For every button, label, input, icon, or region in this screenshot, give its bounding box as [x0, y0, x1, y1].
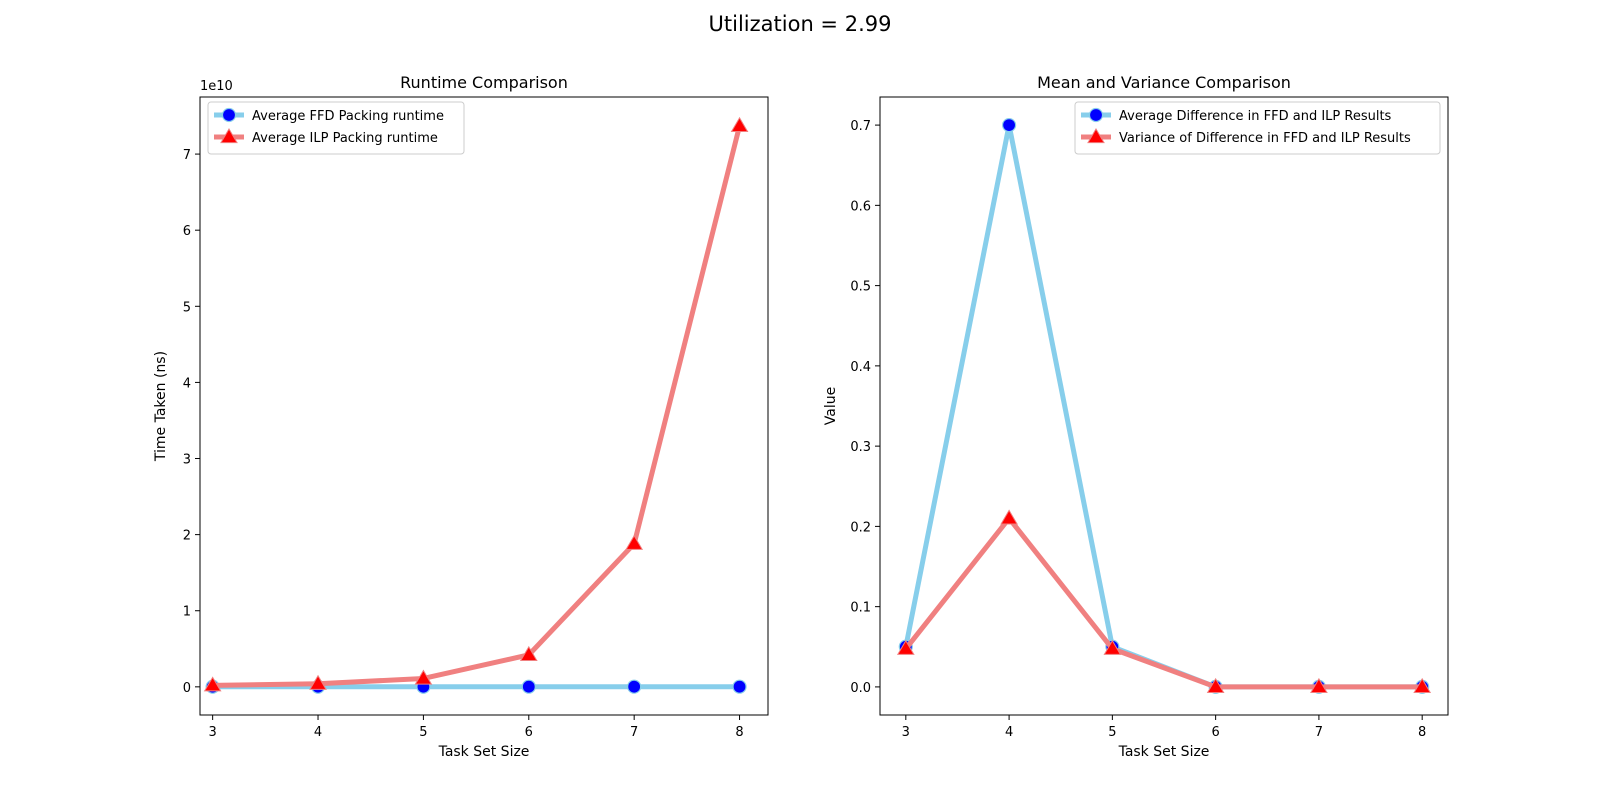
- y-tick-label: 0.6: [850, 199, 871, 214]
- data-point-triangle: [1000, 509, 1018, 525]
- y-tick-label: 2: [183, 529, 191, 544]
- y-tick-label: 1: [183, 605, 191, 620]
- legend-box: [207, 101, 465, 155]
- y-tick-label: 7: [183, 148, 191, 163]
- x-axis-label: Task Set Size: [1118, 744, 1210, 760]
- x-tick-label: 6: [525, 725, 533, 740]
- y-tick-label: 4: [183, 376, 191, 391]
- data-point-circle: [732, 679, 747, 694]
- y-tick-label: 0.0: [850, 681, 871, 696]
- y-tick-label: 0.2: [850, 520, 871, 535]
- x-tick-label: 5: [1108, 725, 1116, 740]
- legend: Average Difference in FFD and ILP Result…: [1074, 101, 1441, 155]
- x-tick-label: 6: [1211, 725, 1219, 740]
- data-point-triangle: [203, 676, 222, 692]
- x-axis-label: Task Set Size: [438, 744, 530, 760]
- figure-suptitle: Utilization = 2.99: [709, 12, 892, 36]
- legend-marker-circle: [1088, 107, 1104, 123]
- chart-title: Runtime Comparison: [400, 73, 568, 92]
- y-axis-label: Value: [823, 387, 839, 425]
- series-line-ilp: [210, 123, 743, 688]
- legend-marker-circle: [221, 107, 237, 123]
- legend-label: Average Difference in FFD and ILP Result…: [1119, 109, 1392, 124]
- legend-box: [1074, 101, 1441, 155]
- data-point-triangle: [1206, 677, 1225, 694]
- series-line-ffd: [903, 122, 1425, 690]
- data-point-triangle: [519, 645, 538, 661]
- data-point-triangle: [1103, 639, 1122, 655]
- legend-label: Average FFD Packing runtime: [252, 109, 444, 124]
- y-tick-label: 3: [183, 453, 191, 468]
- data-point-circle: [1001, 117, 1017, 133]
- series-line-ilp: [903, 515, 1425, 690]
- legend-marker-triangle: [1087, 128, 1105, 144]
- y-tick-label: 0.3: [850, 440, 871, 455]
- data-point-triangle: [1413, 677, 1432, 694]
- data-point-triangle: [730, 116, 749, 133]
- y-tick-label: 0.4: [850, 360, 871, 375]
- x-tick-label: 3: [902, 725, 910, 740]
- y-tick-label: 0.7: [850, 119, 871, 134]
- x-tick-label: 8: [1418, 725, 1426, 740]
- axes-frame: [199, 96, 769, 716]
- y-tick-label: 5: [183, 300, 191, 315]
- x-tick-label: 5: [419, 725, 427, 740]
- legend-label: Average ILP Packing runtime: [252, 131, 438, 146]
- y-tick-label: 6: [183, 224, 191, 239]
- axes-frame: [879, 96, 1449, 716]
- x-tick-label: 3: [209, 725, 217, 740]
- y-offset-text: 1e10: [200, 79, 233, 94]
- runtime-comparison-chart: Runtime Comparison 3 4 5 6 7 8 0 1 2 3 4 5 6 7 Task Set…: [153, 73, 769, 760]
- data-point-triangle: [309, 674, 327, 690]
- y-tick-label: 0.1: [850, 601, 871, 616]
- x-tick-label: 8: [735, 725, 743, 740]
- data-point-triangle: [625, 534, 644, 550]
- x-tick-label: 7: [630, 725, 638, 740]
- x-tick-label: 4: [314, 725, 322, 740]
- data-point-triangle: [414, 669, 433, 685]
- data-point-triangle: [1310, 677, 1328, 694]
- y-axis-label: Time Taken (ns): [153, 351, 169, 462]
- legend-marker-triangle: [220, 128, 238, 144]
- legend-label: Variance of Difference in FFD and ILP Re…: [1119, 131, 1411, 146]
- data-point-circle: [521, 679, 536, 694]
- mean-variance-comparison-chart: Mean and Variance Comparison 3 4 5 6 7 8 0.0 0.1…: [823, 73, 1449, 760]
- x-tick-label: 4: [1005, 725, 1013, 740]
- y-tick-label: 0.5: [850, 280, 871, 295]
- chart-title: Mean and Variance Comparison: [1037, 73, 1291, 92]
- data-point-triangle: [896, 639, 915, 655]
- x-tick-label: 7: [1315, 725, 1323, 740]
- y-tick-label: 0: [183, 681, 191, 696]
- data-point-circle: [627, 679, 642, 694]
- legend: Average FFD Packing runtime Average ILP P…: [207, 101, 465, 155]
